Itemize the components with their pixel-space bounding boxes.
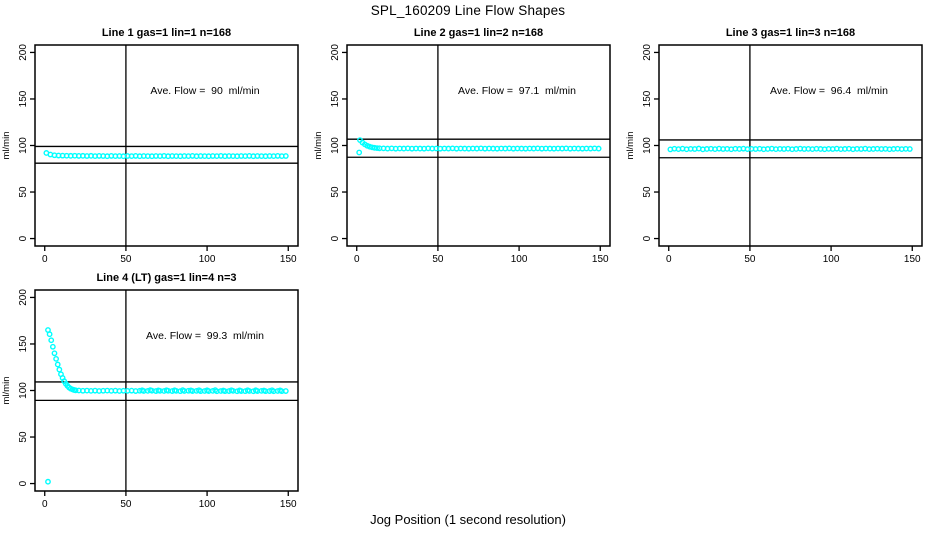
subplot-grid: Line 1 gas=1 lin=1 n=168 0 50 100 150 0 50 100 1…: [0, 22, 936, 512]
subplot-title: Line 3 gas=1 lin=3 n=168: [726, 27, 855, 39]
y-tick-label: 0: [330, 235, 341, 241]
data-point: [171, 387, 178, 394]
data-point: [374, 145, 380, 152]
data-point: [212, 387, 219, 394]
x-tick-label: 100: [511, 254, 528, 265]
data-point: [244, 387, 251, 394]
data-point: [282, 153, 289, 159]
y-tick-label: 50: [330, 186, 341, 198]
data-point: [49, 343, 56, 350]
y-tick-label: 50: [18, 186, 29, 198]
x-tick-label: 100: [199, 499, 216, 510]
data-point: [261, 387, 267, 394]
data-point: [595, 145, 602, 152]
y-tick-label: 100: [642, 137, 653, 154]
y-axis-label: ml/min: [313, 132, 324, 160]
y-axis-label: ml/min: [1, 132, 12, 160]
y-tick-label: 150: [18, 90, 29, 107]
y-tick-label: 150: [330, 90, 341, 107]
x-tick-label: 150: [904, 254, 921, 265]
ave-flow-annotation: Ave. Flow = 96.4 ml/min: [770, 85, 888, 97]
data-point: [163, 387, 170, 394]
data-point: [139, 387, 146, 394]
data-point: [906, 146, 913, 152]
y-tick-label: 150: [18, 335, 29, 352]
data-point: [45, 478, 51, 485]
data-point: [48, 337, 55, 344]
x-tick-label: 0: [354, 254, 360, 265]
data-point: [155, 387, 162, 394]
data-point: [277, 387, 284, 394]
ave-flow-annotation: Ave. Flow = 97.1 ml/min: [458, 85, 576, 97]
subplot-title: Line 2 gas=1 lin=2 n=168: [414, 27, 543, 39]
x-tick-label: 100: [823, 254, 840, 265]
y-axis-label: ml/min: [625, 132, 636, 160]
data-point: [53, 355, 60, 362]
data-point: [54, 361, 61, 368]
subplot-line-2: Line 2 gas=1 lin=2 n=168 0 50 100 150 0 50 100 1…: [313, 27, 611, 265]
plot-box: [346, 44, 611, 247]
data-point: [51, 350, 58, 357]
y-tick-label: 100: [330, 137, 341, 154]
subplot-line-3: Line 3 gas=1 lin=3 n=168 0 50 100 150 0 50 100 1…: [625, 27, 923, 265]
data-point: [204, 387, 210, 394]
data-point: [220, 387, 227, 394]
data-point: [72, 387, 79, 394]
x-tick-label: 0: [42, 499, 48, 510]
data-point: [147, 387, 154, 394]
x-tick-label: 50: [744, 254, 756, 265]
y-tick-label: 50: [18, 431, 29, 443]
plot-box: [658, 44, 923, 247]
y-tick-label: 200: [18, 44, 29, 61]
figure-title: SPL_160209 Line Flow Shapes: [370, 3, 566, 18]
subplot-title: Line 1 gas=1 lin=1 n=168: [102, 27, 231, 39]
data-point: [187, 387, 194, 394]
y-tick-label: 0: [642, 235, 653, 241]
y-tick-label: 100: [18, 382, 29, 399]
x-tick-label: 0: [666, 254, 672, 265]
x-tick-label: 150: [592, 254, 609, 265]
y-tick-label: 200: [18, 289, 29, 306]
data-point: [252, 387, 259, 394]
data-point: [236, 387, 243, 394]
x-tick-label: 50: [120, 254, 132, 265]
figure-xlabel: Jog Position (1 second resolution): [370, 512, 566, 527]
y-tick-label: 200: [642, 44, 653, 61]
x-tick-label: 50: [120, 499, 132, 510]
x-tick-label: 100: [199, 254, 216, 265]
subplot-line-4: Line 4 (LT) gas=1 lin=4 n=3 0 50 100 150 0 50 1…: [1, 272, 299, 510]
data-point: [269, 387, 275, 394]
data-point: [46, 331, 53, 338]
y-tick-label: 100: [18, 137, 29, 154]
y-tick-label: 50: [642, 186, 653, 198]
data-point: [179, 387, 186, 394]
y-tick-label: 0: [18, 480, 29, 486]
y-axis-label: ml/min: [1, 377, 12, 405]
ave-flow-annotation: Ave. Flow = 90 ml/min: [150, 85, 259, 97]
data-point: [356, 149, 363, 156]
plot-box: [34, 44, 299, 247]
data-point: [196, 387, 202, 394]
x-tick-label: 0: [42, 254, 48, 265]
ave-flow-annotation: Ave. Flow = 99.3 ml/min: [146, 330, 264, 342]
x-tick-label: 150: [280, 499, 297, 510]
subplot-title: Line 4 (LT) gas=1 lin=4 n=3: [96, 272, 236, 284]
y-tick-label: 0: [18, 235, 29, 241]
data-point: [56, 366, 63, 373]
x-tick-label: 50: [432, 254, 444, 265]
data-point: [228, 387, 235, 394]
x-tick-label: 150: [280, 254, 297, 265]
subplot-line-1: Line 1 gas=1 lin=1 n=168 0 50 100 150 0 50 100 1…: [1, 27, 299, 265]
y-tick-label: 200: [330, 44, 341, 61]
data-point: [282, 388, 289, 394]
y-tick-label: 150: [642, 90, 653, 107]
